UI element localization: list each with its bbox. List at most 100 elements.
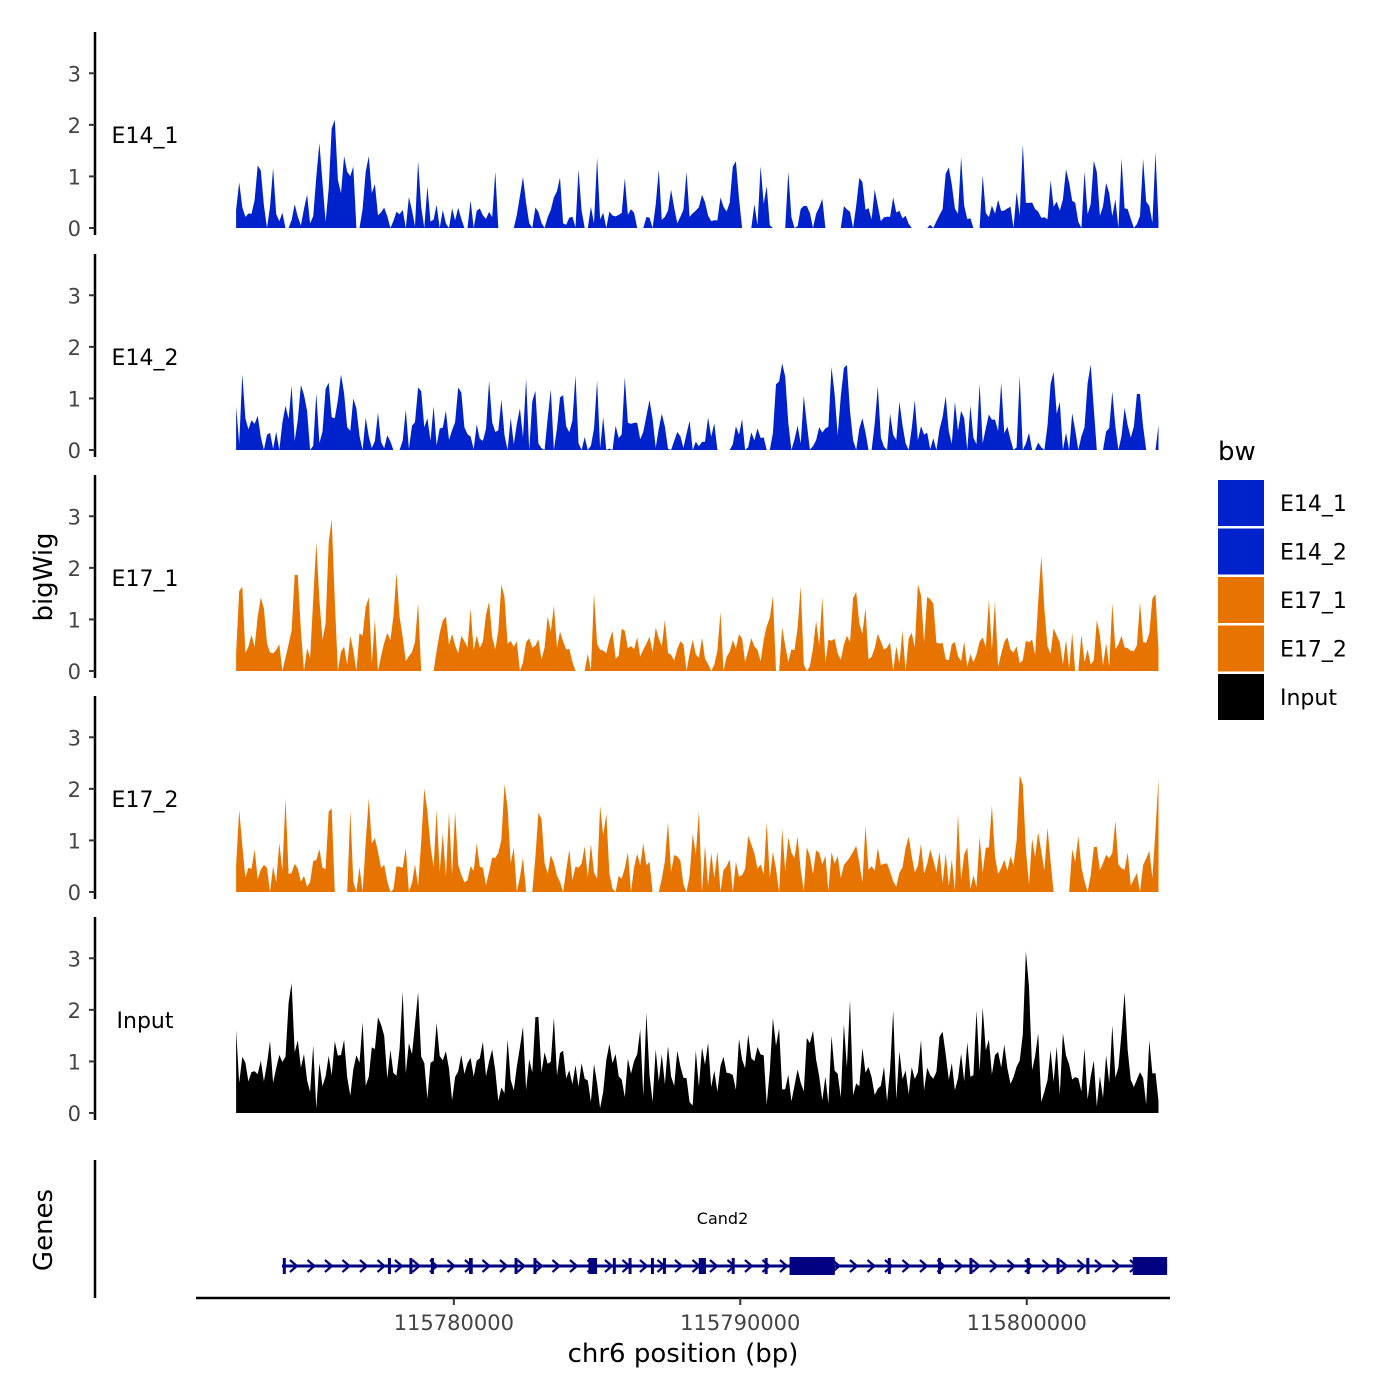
gene-name-label: Cand2 [697, 1209, 748, 1228]
y-tick-label: 0 [68, 881, 81, 905]
gene-exon [937, 1258, 941, 1274]
gene-exon [533, 1258, 537, 1274]
gene-exon [662, 1258, 666, 1274]
track-panel-e17-1: 0 1 2 3 E17_1 [68, 475, 1159, 684]
y-tick-label: 2 [68, 557, 81, 581]
strand-arrow-icon [481, 1259, 492, 1273]
y-tick-label: 3 [68, 947, 81, 971]
y-tick-label: 2 [68, 778, 81, 802]
y-tick-label: 1 [68, 608, 81, 632]
track-label: Input [117, 1009, 174, 1034]
gene-exon [1026, 1258, 1030, 1274]
gene-exon [1086, 1258, 1090, 1274]
y-axis-title: bigWig [29, 532, 59, 621]
legend-label: E17_1 [1280, 589, 1347, 614]
strand-arrow-icon [1111, 1259, 1122, 1273]
legend-title: bw [1218, 437, 1256, 467]
strand-arrow-icon [411, 1259, 422, 1273]
strand-arrow-icon [446, 1259, 457, 1273]
strand-arrow-icon [534, 1259, 544, 1273]
genes-track-title: Genes [29, 1189, 59, 1271]
track-label: E14_2 [112, 346, 179, 371]
strand-arrow-icon [866, 1259, 877, 1273]
strand-arrow-icon [1076, 1259, 1087, 1273]
gene-exon [731, 1258, 735, 1274]
strand-arrow-icon [744, 1259, 754, 1273]
y-tick-label: 1 [68, 829, 81, 853]
track-panel-e17-2: 0 1 2 3 E17_2 [68, 696, 1159, 905]
gene-exon [698, 1258, 706, 1274]
strand-arrow-icon [709, 1259, 719, 1273]
strand-arrow-icon [849, 1259, 859, 1273]
legend-swatch [1218, 674, 1264, 720]
legend-label: E14_1 [1280, 492, 1347, 517]
legend-swatch [1218, 528, 1264, 575]
strand-arrow-icon [639, 1259, 649, 1273]
y-tick-label: 1 [68, 387, 81, 411]
track-label: E17_2 [112, 788, 179, 813]
track-panel-input: 0 1 2 3 Input [68, 917, 1159, 1126]
strand-arrow-icon [901, 1259, 912, 1273]
y-tick-label: 0 [68, 217, 81, 241]
legend-label: E14_2 [1280, 541, 1347, 566]
legend-swatch [1218, 625, 1264, 672]
strand-arrow-icon [884, 1259, 894, 1273]
strand-arrow-icon [1059, 1259, 1069, 1273]
y-tick-label: 0 [68, 660, 81, 684]
gene-exon [282, 1258, 286, 1274]
genes-panel: Cand2 [93, 1160, 1168, 1298]
y-tick-label: 1 [68, 165, 81, 189]
y-tick-label: 3 [68, 62, 81, 86]
bigwig-panels: 0 1 2 3 E14_1 0 1 2 3 E14_2 0 1 2 3 E17_1 0 1 2 3 E17_2 0 1 2 3… [68, 32, 1159, 1126]
strand-arrow-icon [919, 1259, 929, 1273]
gene-exon [469, 1258, 473, 1274]
signal-area-input [236, 951, 1159, 1113]
y-tick-label: 1 [68, 1050, 81, 1074]
signal-area-e17-2 [236, 775, 1159, 892]
gene-exon [612, 1258, 616, 1274]
x-ticks: 115780000 115790000 115800000 [394, 1298, 1087, 1335]
gene-exon [1056, 1258, 1060, 1274]
gene-exon [409, 1258, 413, 1274]
gene-exon [387, 1258, 391, 1274]
track-panel-e14-2: 0 1 2 3 E14_2 [68, 254, 1159, 463]
gene-exon [514, 1258, 518, 1274]
strand-arrow-icon [551, 1259, 562, 1273]
y-tick-label: 2 [68, 114, 81, 138]
track-panel-e14-1: 0 1 2 3 E14_1 [68, 32, 1159, 241]
strand-arrow-icon [674, 1259, 684, 1273]
x-tick-label: 115780000 [394, 1311, 514, 1335]
x-tick-label: 115800000 [967, 1311, 1087, 1335]
gene-exon [650, 1258, 654, 1274]
legend-entries: E14_1 E14_2 E17_1 E17_2 Input [1218, 480, 1347, 720]
legend: bw E14_1 E14_2 E17_1 E17_2 Input [1218, 437, 1347, 720]
gene-exon [887, 1258, 891, 1274]
gene-exon [628, 1258, 632, 1274]
strand-arrow-icon [341, 1259, 352, 1273]
strand-arrow-icon [569, 1259, 579, 1273]
legend-label: E17_2 [1280, 638, 1347, 663]
strand-arrow-icon [1041, 1259, 1052, 1273]
strand-arrow-icon [989, 1259, 999, 1273]
y-tick-label: 2 [68, 336, 81, 360]
strand-arrow-icon [376, 1259, 387, 1273]
strand-arrow-icon [324, 1259, 334, 1273]
y-tick-label: 3 [68, 726, 81, 750]
strand-arrow-icon [1094, 1259, 1104, 1273]
gene-exon [1132, 1257, 1168, 1275]
y-tick-label: 0 [68, 439, 81, 463]
strand-arrow-icon [971, 1259, 982, 1273]
strand-arrow-icon [306, 1259, 317, 1273]
gene-exon [588, 1258, 598, 1274]
strand-arrow-icon [954, 1259, 964, 1273]
legend-label: Input [1280, 686, 1337, 711]
gene-exon [764, 1258, 768, 1274]
strand-arrow-icon [516, 1259, 527, 1273]
y-tick-label: 2 [68, 999, 81, 1023]
gene-exon [789, 1257, 835, 1275]
strand-arrow-icon [359, 1259, 369, 1273]
signal-area-e14-1 [236, 119, 1159, 228]
x-axis: 115780000 115790000 115800000 chr6 positio… [196, 1296, 1170, 1369]
signal-area-e14-2 [236, 363, 1159, 450]
y-tick-label: 0 [68, 1102, 81, 1126]
